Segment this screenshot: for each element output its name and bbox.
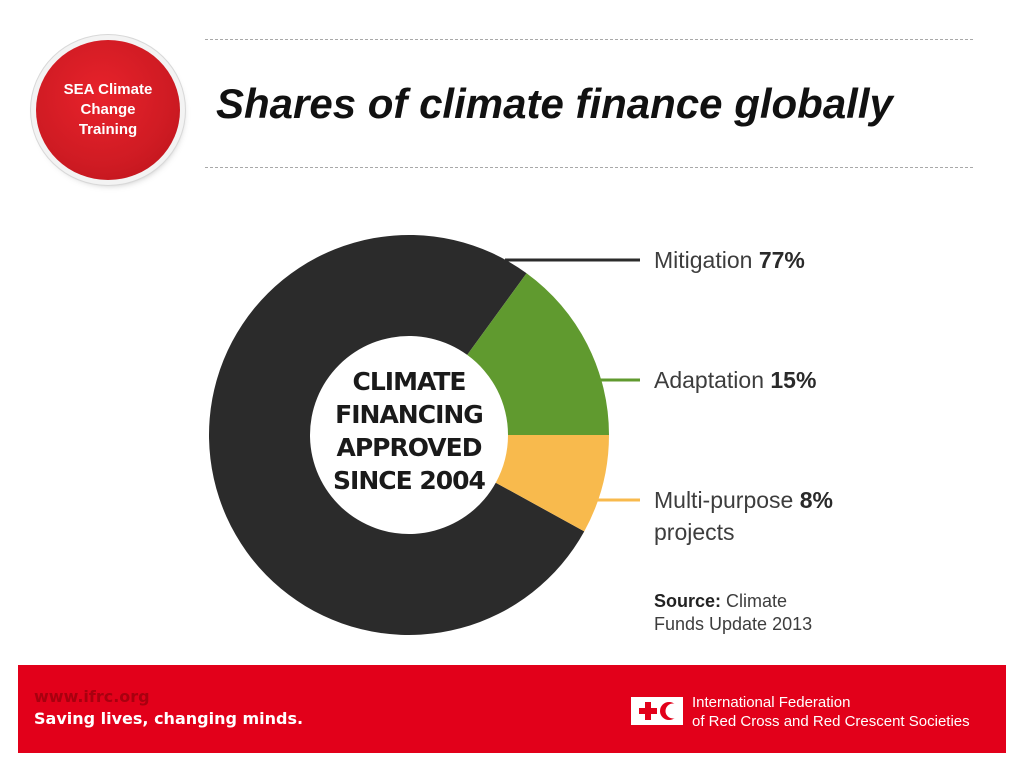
bottom-divider [205,167,973,168]
org-name-line1: International Federation [692,694,851,711]
footer-bar: www.ifrc.org Saving lives, changing mind… [18,665,1006,753]
red-cross-red-crescent-icon [629,695,685,727]
category-label-mitigation: Mitigation 77% [654,247,805,273]
donut-slice-adaptation [467,273,609,435]
donut-center-label-line: CLIMATE [353,367,466,396]
source-text-line1: Climate [726,591,788,611]
donut-slice-multi-purpose [495,435,609,532]
category-label-multi-purpose: Multi-purpose 8% [654,487,833,513]
badge-text: SEA Climate Change Training [63,81,153,138]
source-text-line2: Funds Update 2013 [654,614,813,634]
donut-slice-mitigation [209,235,585,635]
footer-url-link[interactable]: www.ifrc.org [34,687,150,706]
slide-title: Shares of climate finance globally [216,80,893,127]
chart-source: Source: Climate Funds Update 2013 [654,590,812,636]
top-divider [205,39,973,40]
footer-slogan: Saving lives, changing minds. [34,709,304,728]
donut-center-label-line: APPROVED [336,433,481,462]
donut-center-label-line: FINANCING [335,400,483,429]
sea-climate-badge: SEA Climate Change Training [36,40,180,180]
category-label-multi-purpose-line2: projects [654,519,735,545]
source-label: Source: [654,591,722,611]
donut-center-label-line: SINCE 2004 [333,466,486,495]
organization-name: International Federation of Red Cross an… [692,693,970,731]
org-name-line2: of Red Cross and Red Crescent Societies [692,713,970,730]
climate-finance-donut-chart: CLIMATE FINANCING APPROVED SINCE 2004 Mitiga… [209,235,833,635]
category-label-adaptation: Adaptation 15% [654,367,816,393]
